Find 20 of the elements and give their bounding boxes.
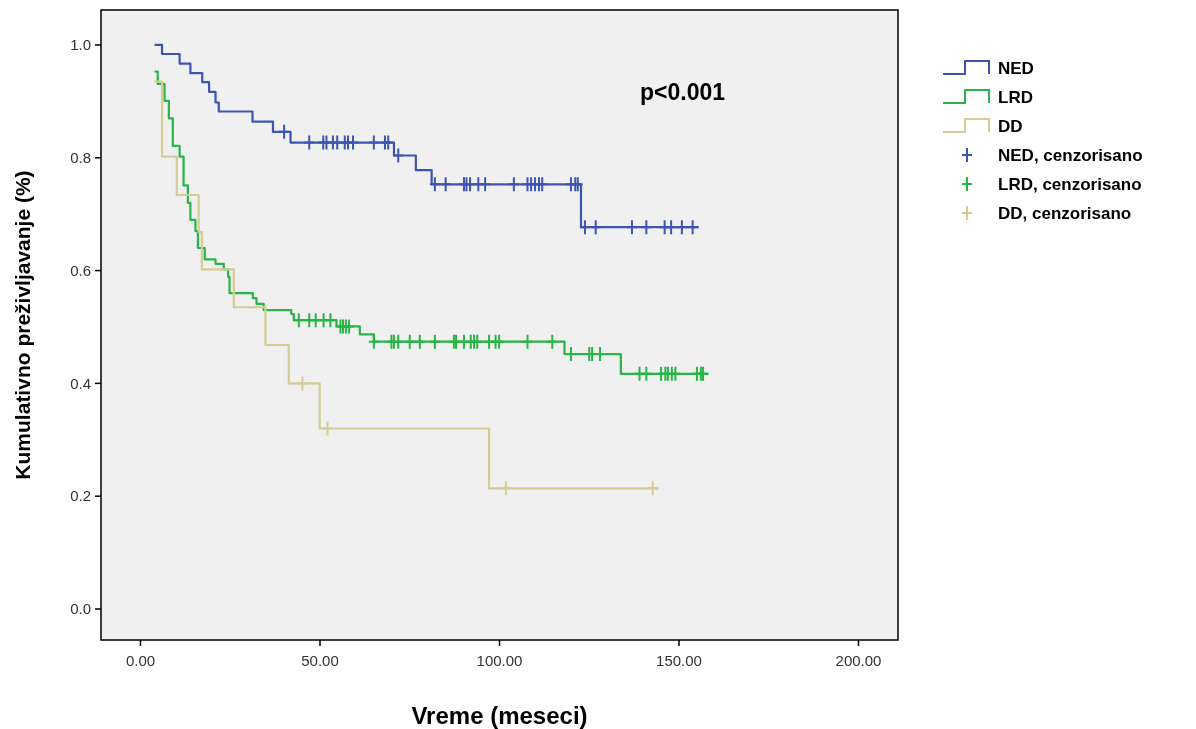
x-tick-label: 150.00 — [656, 652, 702, 669]
y-tick-label: 1.0 — [70, 36, 91, 54]
legend-label: LRD — [998, 87, 1033, 107]
x-tick-label: 50.00 — [301, 652, 339, 669]
y-tick-label: 0.8 — [70, 149, 91, 167]
y-tick-label: 0.6 — [70, 261, 91, 279]
legend-label: NED — [998, 58, 1034, 78]
legend-label: LRD, cenzorisano — [998, 174, 1142, 194]
x-tick-label: 0.00 — [125, 652, 156, 669]
x-tick-label: 100.00 — [476, 652, 523, 669]
legend-label: DD — [998, 116, 1023, 136]
legend-label: DD, cenzorisano — [998, 203, 1132, 223]
legend-label: NED, cenzorisano — [998, 145, 1143, 165]
annotation: p<0.001 — [640, 79, 726, 105]
y-tick-label: 0.0 — [70, 600, 91, 618]
y-axis-title: Kumulativno preživljavanje (%) — [11, 170, 34, 480]
x-axis-title: Vreme (meseci) — [411, 702, 588, 729]
y-tick-label: 0.2 — [70, 487, 91, 505]
x-tick-label: 200.00 — [835, 652, 882, 669]
y-tick-label: 0.4 — [70, 374, 91, 392]
